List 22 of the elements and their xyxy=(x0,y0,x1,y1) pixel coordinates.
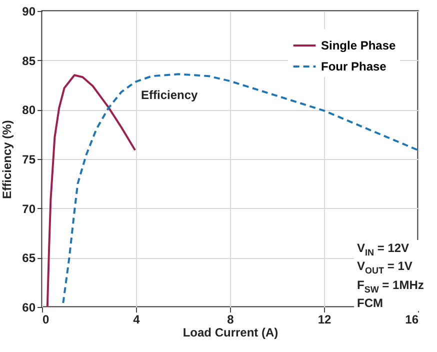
line-series xyxy=(46,74,136,307)
x-tick-label: 16 xyxy=(405,312,419,326)
x-tick-label: 0 xyxy=(42,312,50,326)
y-tick-label: 90 xyxy=(22,4,36,18)
y-tick-label: 60 xyxy=(22,300,36,314)
y-tick-label: 85 xyxy=(22,54,36,68)
legend-label: Single Phase xyxy=(321,38,396,52)
y-tick-label: 70 xyxy=(22,202,36,216)
x-tick-label: 12 xyxy=(318,312,332,326)
annotation: Efficiency xyxy=(141,88,198,102)
x-tick-label: 8 xyxy=(227,312,234,326)
annotation: F$_{SW}$ = 1MHz xyxy=(357,278,424,294)
y-tick-label: 80 xyxy=(22,103,36,118)
legend-label: Four Phase xyxy=(321,60,387,74)
annotation: V$_{IN}$ = 12V xyxy=(357,241,410,258)
y-tick-label: 75 xyxy=(22,152,36,166)
y-tick-label: 65 xyxy=(22,251,36,266)
y-axis-title: Efficiency (%) xyxy=(0,120,14,199)
annotation: FCM xyxy=(357,296,383,310)
x-axis-title: Load Current (A) xyxy=(182,326,278,340)
annotation: V$_{OUT}$ = 1V xyxy=(357,259,412,276)
x-tick-label: 4 xyxy=(133,312,140,326)
